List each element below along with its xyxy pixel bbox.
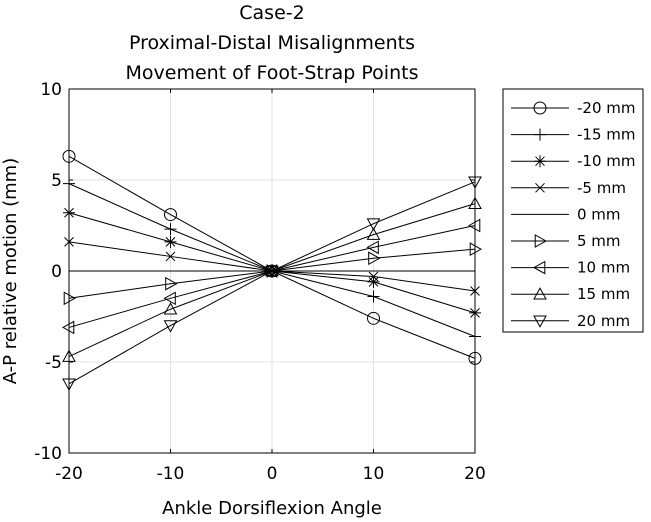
x-marker: [535, 182, 545, 193]
triangle-left-marker: [163, 291, 176, 306]
chart-title-line-2: Proximal-Distal Misalignments: [129, 32, 415, 54]
triangle-left-marker: [366, 240, 379, 255]
circle-marker: [468, 351, 482, 365]
legend-item: 5 mm: [511, 232, 621, 250]
y-tick-label: 0: [51, 262, 62, 282]
triangle-left-marker: [264, 264, 278, 278]
legend-label: 15 mm: [577, 285, 630, 303]
triangle-right-marker: [469, 242, 483, 257]
plus-marker: [534, 128, 546, 141]
legend-label: 5 mm: [577, 232, 621, 250]
chart-title-line-3: Movement of Foot-Strap Points: [126, 62, 419, 84]
triangle-right-marker: [63, 291, 77, 306]
triangle-left-marker: [532, 260, 546, 275]
asterisk-marker: [367, 275, 380, 288]
asterisk-marker: [534, 155, 546, 168]
legend-item: 0 mm: [511, 205, 621, 223]
circle-marker: [367, 311, 380, 325]
x-tick-label: 10: [363, 464, 385, 484]
y-axis-label: A-P relative motion (mm): [0, 158, 21, 384]
x-tick-label: -20: [55, 464, 83, 484]
triangle-up-marker: [366, 227, 381, 240]
legend-item: -20 mm: [511, 99, 636, 117]
triangle-right-marker: [368, 251, 381, 266]
plus-marker: [63, 177, 75, 190]
y-tick-label: 10: [40, 80, 62, 100]
legend-item: -10 mm: [511, 152, 636, 170]
triangle-down-marker: [62, 378, 76, 391]
triangle-right-marker: [165, 276, 178, 291]
x-tick-label: 20: [464, 464, 486, 484]
x-axis-label: Ankle Dorsiflexion Angle: [162, 498, 382, 519]
x-tick-label: -10: [157, 464, 185, 484]
triangle-right-marker: [534, 234, 548, 248]
legend: -20 mm -15 mm -10 mm -5 mm 0 mm 5 mm 10 mm 15 m…: [502, 88, 644, 333]
legend-item: 15 mm: [511, 285, 630, 303]
asterisk-marker: [164, 235, 177, 248]
triangle-left-marker: [61, 320, 75, 335]
y-tick-label: 5: [51, 171, 62, 191]
triangle-down-marker: [265, 265, 279, 279]
circle-marker: [533, 101, 547, 115]
circle-marker: [62, 149, 76, 163]
y-tick-label: -5: [45, 353, 62, 373]
legend-box: [502, 88, 644, 333]
legend-label: 20 mm: [577, 312, 630, 330]
legend-label: -10 mm: [577, 152, 636, 170]
legend-item: 20 mm: [511, 312, 630, 330]
legend-label: 0 mm: [577, 205, 621, 223]
triangle-down-marker: [468, 176, 482, 189]
triangle-up-marker: [62, 349, 76, 362]
plus-marker: [367, 290, 380, 303]
legend-item: -15 mm: [511, 126, 636, 144]
x-marker: [470, 286, 480, 296]
triangle-up-marker: [163, 302, 178, 315]
triangle-right-marker: [266, 264, 280, 278]
series-line: [68, 181, 476, 385]
legend-item: 10 mm: [511, 259, 630, 277]
series-group: [61, 149, 483, 391]
triangle-up-marker: [533, 287, 547, 300]
chart-title-line-1: Case-2: [239, 2, 304, 24]
triangle-up-marker: [468, 196, 482, 209]
plus-marker: [469, 330, 481, 343]
x-tick-label: 0: [267, 464, 278, 484]
asterisk-marker: [469, 306, 481, 319]
y-tick-label: -10: [34, 444, 62, 464]
x-marker: [165, 251, 176, 262]
x-marker: [368, 271, 379, 282]
plus-marker: [164, 223, 177, 236]
triangle-up-marker: [265, 263, 279, 277]
legend-item: -5 mm: [511, 179, 626, 197]
triangle-down-marker: [366, 218, 381, 231]
circle-marker: [164, 208, 177, 222]
legend-label: -20 mm: [577, 99, 636, 117]
asterisk-marker: [63, 206, 75, 219]
series: [62, 176, 482, 391]
triangle-down-marker: [533, 315, 547, 328]
legend-label: 10 mm: [577, 259, 630, 277]
legend-label: -15 mm: [577, 126, 636, 144]
triangle-left-marker: [467, 218, 481, 233]
legend-label: -5 mm: [577, 179, 626, 197]
x-marker: [64, 237, 74, 247]
triangle-down-marker: [163, 320, 178, 333]
